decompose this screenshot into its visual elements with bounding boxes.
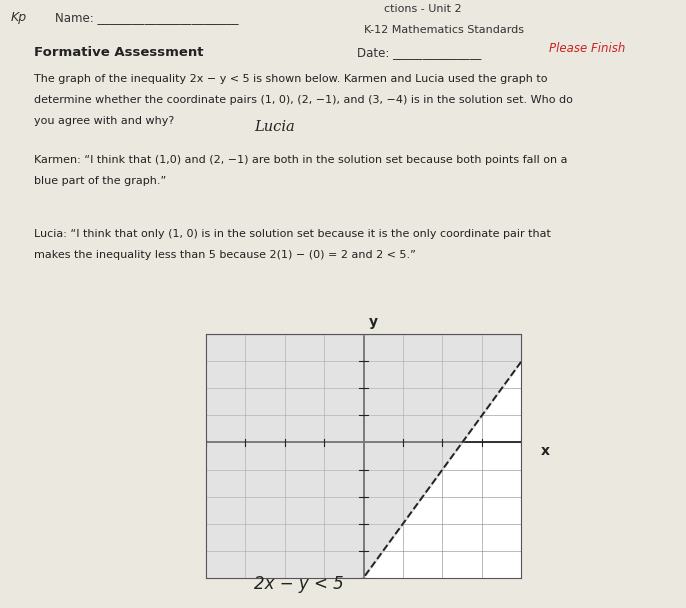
Text: ctions - Unit 2: ctions - Unit 2: [384, 4, 462, 13]
Text: Lucia: “I think that only (1, 0) is in the solution set because it is the only c: Lucia: “I think that only (1, 0) is in t…: [34, 229, 551, 239]
Text: x: x: [541, 444, 549, 458]
Text: y: y: [369, 315, 378, 330]
Text: Formative Assessment: Formative Assessment: [34, 46, 204, 59]
Text: Name: ________________________: Name: ________________________: [55, 10, 238, 24]
Text: 2x − y < 5: 2x − y < 5: [254, 575, 343, 593]
Text: Karmen: “I think that (1,0) and (2, −1) are both in the solution set because bot: Karmen: “I think that (1,0) and (2, −1) …: [34, 155, 568, 165]
Text: Date: _______________: Date: _______________: [357, 46, 481, 59]
Text: determine whether the coordinate pairs (1, 0), (2, −1), and (3, −4) is in the so: determine whether the coordinate pairs (…: [34, 95, 573, 105]
Text: Please Finish: Please Finish: [549, 43, 625, 55]
Text: Kp: Kp: [10, 10, 27, 24]
Text: Lucia: Lucia: [254, 120, 294, 134]
Text: makes the inequality less than 5 because 2(1) − (0) = 2 and 2 < 5.”: makes the inequality less than 5 because…: [34, 250, 416, 260]
Text: you agree with and why?: you agree with and why?: [34, 116, 174, 126]
Text: K-12 Mathematics Standards: K-12 Mathematics Standards: [364, 25, 523, 35]
Text: blue part of the graph.”: blue part of the graph.”: [34, 176, 167, 186]
Text: The graph of the inequality 2x − y < 5 is shown below. Karmen and Lucia used the: The graph of the inequality 2x − y < 5 i…: [34, 74, 548, 84]
